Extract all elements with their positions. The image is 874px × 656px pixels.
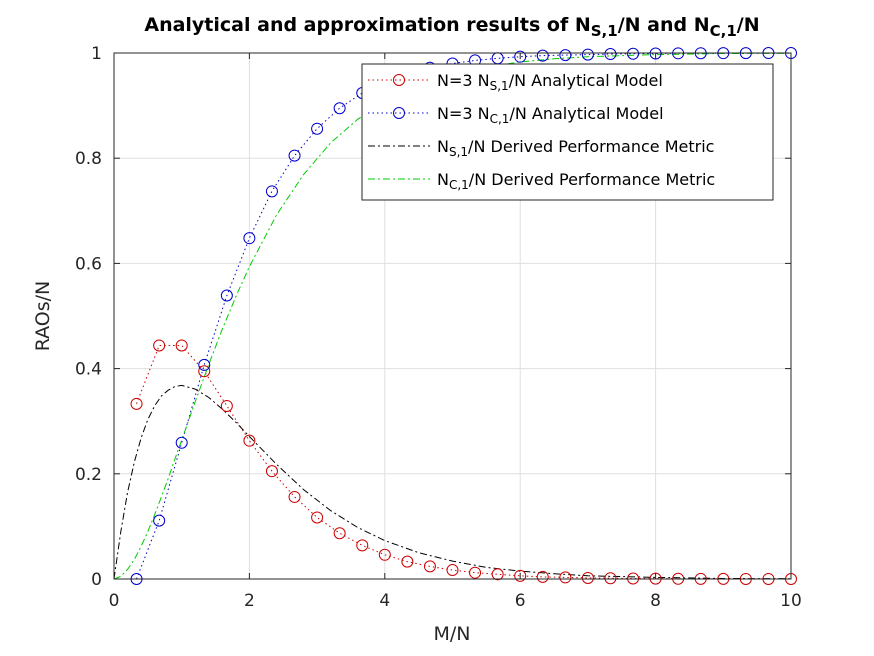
x-tick-label: 0 — [109, 591, 120, 611]
series-0-point — [446, 564, 459, 577]
series-0-point — [581, 571, 594, 584]
chart-title: Analytical and approximation results of … — [144, 14, 759, 40]
series-1-point — [559, 49, 572, 62]
series-0-point — [559, 571, 572, 584]
legend-label-3: NC,1/N Derived Performance Metric — [437, 170, 715, 192]
legend-box — [361, 63, 774, 201]
series-0-point — [514, 569, 527, 582]
series-0-point — [604, 572, 617, 585]
series-1-point — [243, 232, 256, 245]
series-0-point — [130, 397, 143, 410]
series-0-point — [491, 568, 504, 581]
series-1-point — [265, 185, 278, 198]
x-tick-label: 4 — [379, 591, 390, 611]
y-tick-label: 0.4 — [75, 360, 102, 380]
y-axis-label: RAOs/N — [32, 281, 54, 352]
legend-swatch-marker-1 — [393, 107, 405, 119]
series-line-3 — [113, 52, 792, 580]
legend-label-0: N=3 NS,1/N Analytical Model — [437, 71, 663, 93]
legend-label-1: N=3 NC,1/N Analytical Model — [437, 104, 664, 126]
x-tick-label: 6 — [515, 591, 526, 611]
series-0-point — [288, 490, 301, 503]
series-0-point — [378, 548, 391, 561]
series-0-point — [265, 465, 278, 478]
y-tick-label: 0 — [91, 570, 102, 590]
series-0-point — [153, 339, 166, 352]
series-1-point — [514, 50, 527, 63]
y-tick-label: 0.6 — [75, 254, 102, 274]
series-0-point — [356, 539, 369, 552]
series-1-point — [288, 149, 301, 162]
legend-swatch-marker-0 — [393, 74, 405, 86]
series-0-point — [401, 555, 414, 568]
series-1-point — [581, 48, 594, 61]
series-0-point — [220, 399, 233, 412]
plot-frame — [113, 52, 792, 580]
plot-lines — [113, 52, 792, 580]
y-tick-label: 0.8 — [75, 149, 102, 169]
series-1-point — [649, 47, 662, 60]
series-1-point — [311, 122, 324, 135]
series-line-2 — [113, 384, 792, 580]
y-tick-label: 0.2 — [75, 465, 102, 485]
series-0-point — [469, 566, 482, 579]
x-tick-label: 8 — [650, 591, 661, 611]
series-0-point — [536, 570, 549, 583]
series-1-point — [604, 48, 617, 61]
legend-label-2: NS,1/N Derived Performance Metric — [437, 137, 714, 159]
series-0-point — [423, 560, 436, 573]
series-0-point — [198, 365, 211, 378]
y-tick-label: 1 — [91, 44, 102, 64]
series-1-point — [627, 47, 640, 60]
x-axis-label: M/N — [433, 623, 470, 645]
x-tick-label: 2 — [244, 591, 255, 611]
axis-ticks: 0 2 4 6 8 10 0 0.2 0.4 0.6 0.8 1 — [75, 44, 802, 611]
series-1-point — [536, 49, 549, 62]
x-tick-label: 10 — [780, 591, 802, 611]
series-1-point — [198, 358, 211, 371]
series-0-point — [627, 572, 640, 585]
series-0-point — [243, 434, 256, 447]
series-1-point — [333, 102, 346, 115]
series-1-point — [175, 436, 188, 449]
series-0-point — [175, 339, 188, 352]
legend: N=3 NS,1/N Analytical Model N=3 NC,1/N An… — [361, 63, 774, 201]
series-1-point — [220, 289, 233, 302]
series-line-1 — [136, 52, 791, 580]
series-0-point — [311, 511, 324, 524]
series-0-point — [333, 527, 346, 540]
series-1-point — [153, 514, 166, 527]
